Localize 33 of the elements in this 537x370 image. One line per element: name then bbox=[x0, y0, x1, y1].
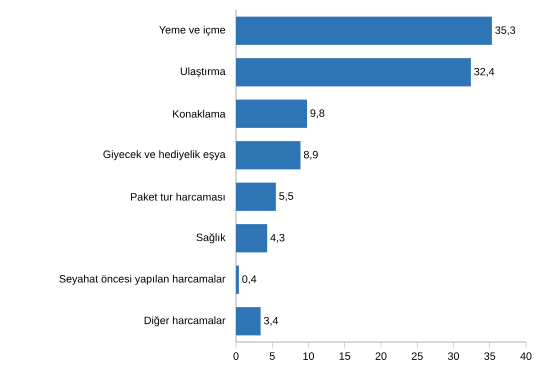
y-tick-label: Diğer harcamalar bbox=[144, 316, 226, 326]
bar bbox=[236, 100, 308, 128]
x-tick-label: 30 bbox=[448, 352, 460, 360]
y-tick-label: Konaklama bbox=[173, 110, 226, 118]
bar bbox=[236, 16, 492, 45]
bar bbox=[236, 58, 471, 86]
x-tick-label: 25 bbox=[412, 352, 423, 360]
data-label: 3,4 bbox=[264, 316, 278, 326]
data-label: 32,4 bbox=[474, 68, 494, 77]
data-label: 35,3 bbox=[495, 26, 516, 36]
y-tick-label: Yeme ve içme bbox=[159, 26, 226, 36]
x-tick-label: 35 bbox=[484, 352, 496, 360]
data-label: 4,3 bbox=[270, 234, 284, 243]
data-label: 5,5 bbox=[279, 192, 294, 202]
data-label: 0,4 bbox=[242, 275, 256, 284]
y-tick-label: Paket tur harcaması bbox=[131, 192, 225, 201]
y-tick-label: Giyecek ve hediyelik eşya bbox=[103, 150, 226, 160]
bar bbox=[236, 182, 276, 211]
x-tick-label: 15 bbox=[340, 352, 350, 360]
x-tick-label: 40 bbox=[520, 352, 532, 360]
data-label: 8,9 bbox=[304, 150, 318, 160]
y-tick-label: Sağlık bbox=[196, 233, 226, 244]
x-tick-label: 0 bbox=[233, 352, 239, 360]
bar bbox=[236, 141, 301, 170]
x-tick-label: 10 bbox=[303, 352, 314, 360]
x-tick-label: 5 bbox=[270, 352, 275, 360]
bar bbox=[236, 307, 261, 336]
bar bbox=[236, 224, 268, 252]
y-tick-label: Seyahat öncesi yapılan harcamalar bbox=[59, 274, 226, 285]
y-tick-label: Ulaştırma bbox=[180, 67, 226, 78]
data-label: 9,8 bbox=[310, 109, 324, 118]
bar bbox=[236, 266, 239, 294]
x-tick-label: 20 bbox=[376, 352, 387, 360]
